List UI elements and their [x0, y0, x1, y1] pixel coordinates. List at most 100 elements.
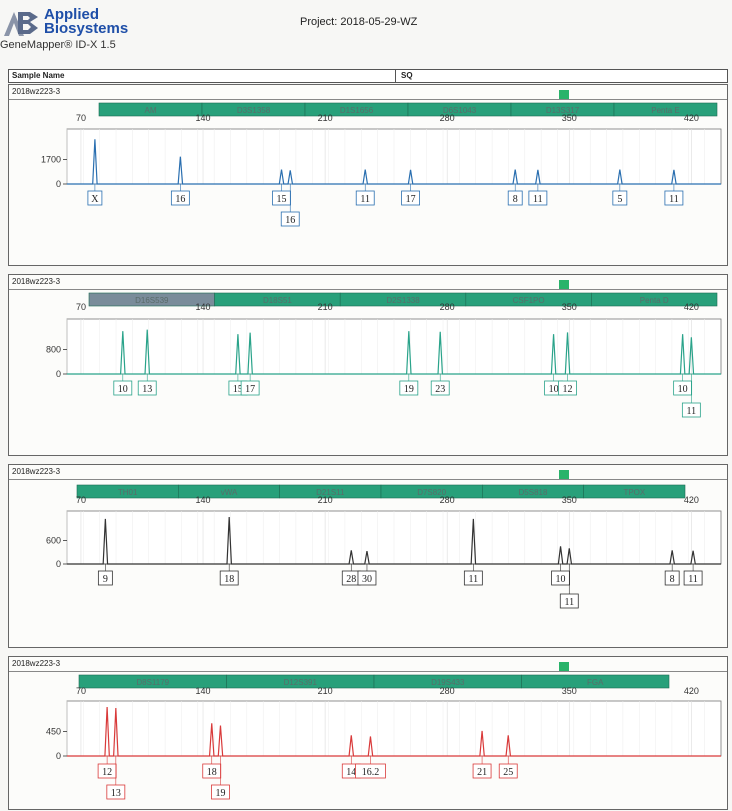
x-tick-label: 210 — [318, 495, 333, 505]
status-marker-icon — [559, 470, 569, 479]
allele-call-box — [219, 570, 239, 586]
allele-call-label: 11 — [687, 406, 697, 417]
panel-divider — [9, 671, 727, 672]
report-header: Applied Biosystems GeneMapper® ID-X 1.5 … — [0, 0, 732, 60]
allele-call-label: 16.2 — [362, 767, 380, 778]
allele-call-box — [664, 190, 684, 206]
allele-call-label: 17 — [406, 194, 416, 205]
allele-call-box — [430, 380, 450, 396]
blue-dye-panel: 2018wz223-3 AM D3S1358 D1S1656 D6S1043 D13S3… — [8, 84, 728, 266]
allele-call-label: 11 — [469, 574, 479, 585]
locus-bar-segment — [583, 484, 686, 499]
allele-call-box — [463, 570, 483, 586]
locus-label: D13S317 — [546, 106, 580, 115]
allele-call-box — [106, 784, 126, 800]
allele-call-box — [113, 380, 133, 396]
y-tick-label: 600 — [46, 536, 61, 546]
allele-call-box — [399, 380, 419, 396]
allele-call-box — [498, 763, 518, 779]
x-tick-label: 280 — [440, 302, 455, 312]
column-divider — [395, 70, 396, 82]
allele-call-label: 13 — [111, 788, 121, 799]
allele-call-box — [355, 190, 375, 206]
brand-line-2: Biosystems — [44, 20, 129, 37]
allele-call-box — [681, 402, 701, 418]
x-tick-label: 280 — [440, 113, 455, 123]
brand-name: Applied Biosystems — [44, 7, 129, 37]
allele-call-label: 28 — [346, 574, 356, 585]
allele-call-label: 5 — [617, 194, 622, 205]
locus-bar-segment — [613, 102, 718, 117]
allele-call-box — [664, 570, 680, 586]
allele-call-box — [612, 190, 628, 206]
allele-call-label: 17 — [245, 384, 255, 395]
x-tick-label: 140 — [196, 113, 211, 123]
x-tick-label: 210 — [318, 686, 333, 696]
x-tick-label: 420 — [684, 495, 699, 505]
allele-call-label: 23 — [435, 384, 445, 395]
sample-name: 2018wz223-3 — [12, 659, 61, 668]
applied-biosystems-logo-icon — [4, 12, 38, 36]
electropherogram-green: D16S539 D18S51 D2S1338 CSF1PO Penta D 70 140 21… — [46, 292, 722, 418]
allele-call-label: X — [91, 194, 99, 205]
allele-call-label: 21 — [477, 767, 487, 778]
y-tick-label: 450 — [46, 727, 61, 737]
status-marker-icon — [559, 90, 569, 99]
allele-call-label: 11 — [533, 194, 543, 205]
allele-call-box — [357, 570, 377, 586]
locus-label: D12S391 — [284, 678, 318, 687]
x-tick-label: 210 — [318, 113, 333, 123]
locus-label: TPOX — [623, 488, 645, 497]
allele-call-box — [559, 593, 579, 609]
allele-call-label: 11 — [688, 574, 698, 585]
sample-name: 2018wz223-3 — [12, 277, 61, 286]
x-tick-label: 350 — [562, 302, 577, 312]
x-tick-label: 140 — [196, 302, 211, 312]
allele-call-label: 8 — [513, 194, 518, 205]
sq-column-header: SQ — [401, 71, 413, 80]
allele-call-box — [558, 380, 577, 396]
allele-call-label: 11 — [564, 597, 574, 608]
allele-call-label: 16 — [175, 194, 185, 205]
x-tick-label: 70 — [76, 302, 86, 312]
locus-label: D8S1179 — [136, 678, 169, 687]
x-tick-label: 210 — [318, 302, 333, 312]
allele-call-box — [355, 763, 386, 779]
allele-call-box — [170, 190, 190, 206]
allele-call-label: 10 — [556, 574, 566, 585]
allele-call-label: 9 — [103, 574, 108, 585]
allele-call-label: 18 — [207, 767, 217, 778]
locus-label: CSF1PO — [513, 296, 545, 305]
panel-divider — [9, 289, 727, 290]
allele-call-label: 12 — [102, 767, 112, 778]
allele-call-label: 12 — [563, 384, 573, 395]
trace-line — [67, 516, 721, 565]
x-tick-label: 70 — [76, 686, 86, 696]
y-zero-label: 0 — [56, 179, 61, 189]
red-dye-panel: 2018wz223-3 D8S1179 D12S391 D19S433 FGA 70 14… — [8, 656, 728, 810]
y-tick-label: 1700 — [41, 155, 61, 165]
locus-label: D7S820 — [417, 488, 446, 497]
locus-label: vWA — [221, 488, 238, 497]
allele-call-box — [280, 211, 300, 227]
allele-call-label: 11 — [669, 194, 679, 205]
allele-call-label: 8 — [670, 574, 675, 585]
allele-call-label: 15 — [233, 384, 243, 395]
allele-call-box — [137, 380, 157, 396]
locus-label: D21S11 — [316, 488, 345, 497]
column-header-row: Sample Name SQ — [8, 69, 728, 83]
locus-label: TH01 — [118, 488, 138, 497]
allele-call-box — [240, 380, 260, 396]
x-tick-label: 140 — [196, 495, 211, 505]
allele-call-label: 19 — [215, 788, 225, 799]
locus-label: D1S1656 — [340, 106, 374, 115]
allele-call-label: 10 — [118, 384, 128, 395]
status-marker-icon — [559, 662, 569, 671]
x-tick-label: 420 — [684, 113, 699, 123]
allele-call-label: 11 — [360, 194, 370, 205]
y-zero-label: 0 — [56, 369, 61, 379]
locus-label: D2S1338 — [386, 296, 420, 305]
x-tick-label: 70 — [76, 113, 86, 123]
